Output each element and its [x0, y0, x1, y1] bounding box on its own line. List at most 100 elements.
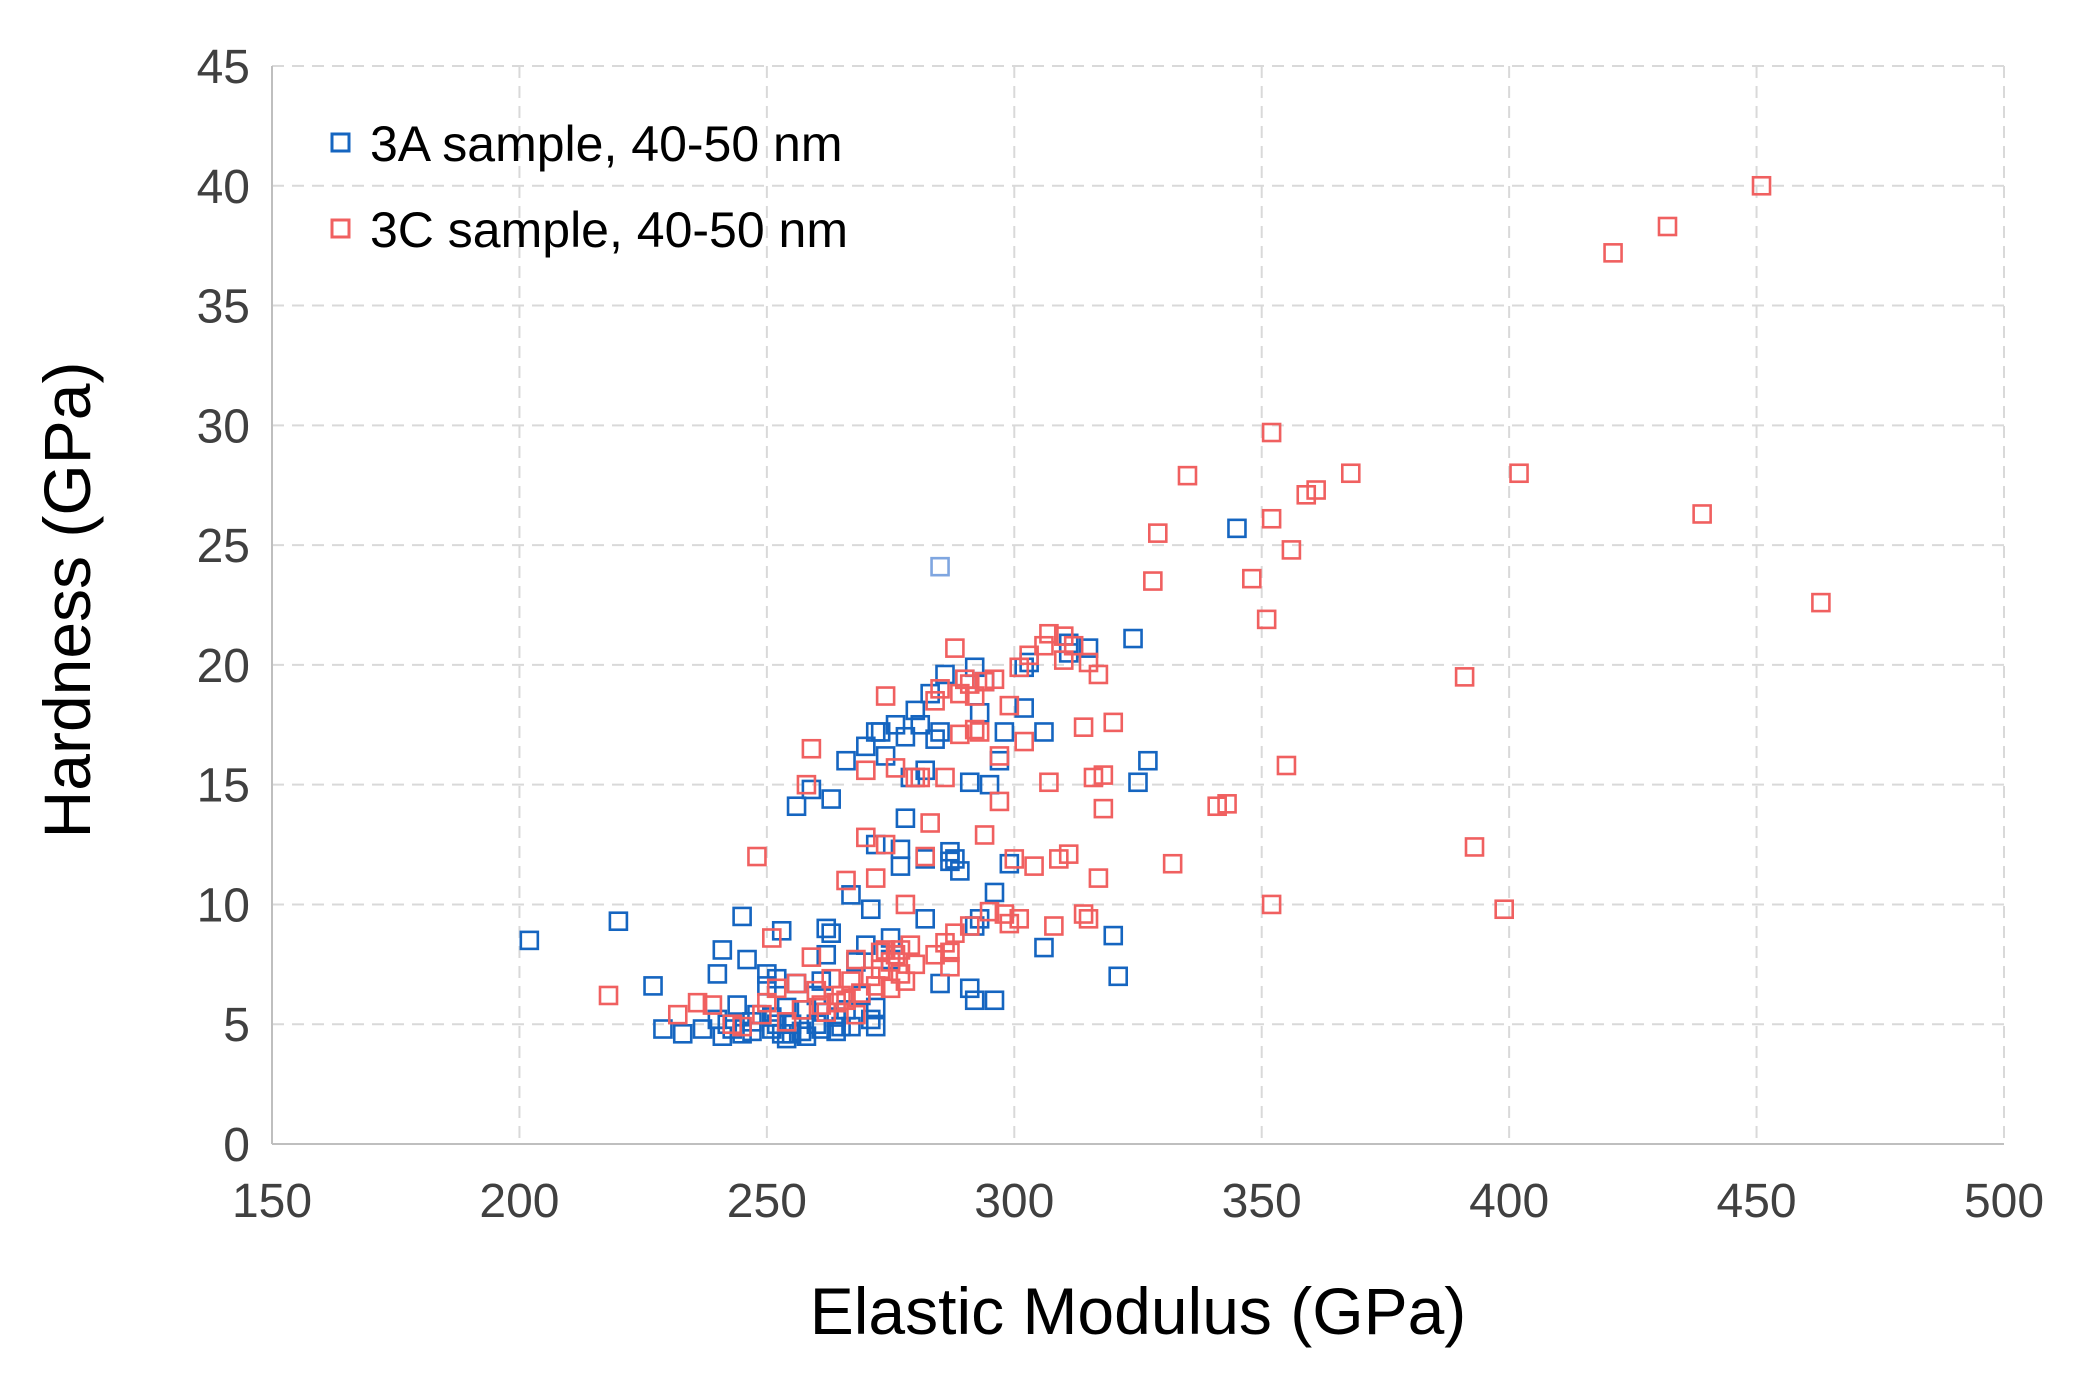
data-point	[930, 556, 950, 577]
data-point	[1108, 966, 1129, 987]
data-point	[1078, 652, 1099, 673]
data-point	[935, 767, 955, 788]
data-point	[846, 1004, 866, 1025]
data-point	[875, 940, 896, 960]
data-point	[950, 724, 970, 745]
data-point	[1014, 731, 1034, 752]
data-point	[757, 992, 777, 1013]
data-point	[687, 992, 708, 1013]
data-point	[1039, 772, 1059, 793]
data-point	[905, 700, 926, 721]
data-point	[974, 825, 995, 845]
data-point	[836, 990, 856, 1011]
x-axis-title: Elastic Modulus (GPa)	[810, 1274, 1467, 1348]
x-tick-label: 450	[1717, 1175, 1797, 1228]
data-point	[930, 973, 950, 994]
y-tick-label: 30	[197, 400, 250, 453]
data-point	[643, 976, 663, 996]
data-point	[1004, 849, 1025, 869]
data-point	[959, 978, 980, 999]
data-point	[920, 813, 940, 833]
data-point	[781, 1024, 802, 1044]
x-tick-label: 300	[974, 1175, 1054, 1228]
data-point	[865, 868, 886, 888]
data-point	[989, 746, 1010, 766]
data-point	[935, 664, 955, 685]
data-point	[1454, 667, 1475, 687]
data-point	[959, 916, 980, 936]
data-point	[979, 901, 1000, 922]
data-point	[979, 774, 1000, 795]
y-tick-label: 40	[197, 161, 250, 214]
data-point	[925, 944, 945, 965]
data-point	[762, 928, 782, 948]
data-point	[925, 691, 945, 711]
data-point	[836, 870, 856, 891]
x-tick-label: 250	[727, 1175, 807, 1228]
data-point	[608, 911, 629, 932]
data-point	[757, 964, 777, 984]
data-point	[856, 760, 876, 781]
x-tick-label: 400	[1469, 1175, 1549, 1228]
data-point	[1103, 712, 1124, 733]
data-point	[915, 846, 936, 867]
data-point	[1034, 937, 1054, 958]
data-point	[1078, 909, 1099, 929]
data-point	[1058, 844, 1079, 864]
legend-label-3a: 3A sample, 40-50 nm	[370, 116, 843, 172]
data-point	[1261, 894, 1282, 915]
y-tick-labels: 0 5 10 15 20 25 30 35 40 45	[197, 41, 250, 1172]
data-point	[954, 669, 975, 690]
data-point	[732, 1016, 752, 1037]
data-point	[940, 956, 960, 977]
legend-label-3c: 3C sample, 40-50 nm	[370, 202, 848, 258]
data-point	[925, 729, 945, 749]
x-tick-label: 500	[1964, 1175, 2044, 1228]
data-point	[1073, 904, 1094, 924]
data-point	[885, 714, 906, 735]
data-point	[910, 767, 931, 788]
data-point	[875, 834, 896, 855]
data-point	[821, 923, 841, 943]
data-point	[653, 1019, 673, 1039]
data-point	[1751, 175, 1772, 196]
data-point	[702, 995, 723, 1015]
data-point	[1123, 628, 1143, 649]
data-point	[672, 1024, 693, 1044]
data-point	[1073, 717, 1094, 737]
data-point	[1093, 798, 1114, 819]
data-point	[984, 882, 1005, 903]
data-point	[1494, 899, 1514, 920]
data-point	[1281, 540, 1302, 560]
data-point	[722, 1014, 743, 1035]
data-point	[791, 1000, 812, 1020]
data-point	[1014, 698, 1034, 718]
data-point	[1276, 755, 1297, 776]
data-point	[865, 997, 886, 1018]
data-point	[1093, 765, 1114, 785]
data-point	[806, 980, 827, 1001]
legend: 3A sample, 40-50 nm 3C sample, 40-50 nm	[330, 116, 848, 258]
legend-marker-3c	[330, 218, 351, 239]
data-point	[786, 796, 807, 817]
data-point	[836, 750, 856, 771]
data-point	[1603, 243, 1623, 263]
x-tick-label: 200	[479, 1175, 559, 1228]
series-1	[598, 175, 1831, 1037]
data-point	[841, 971, 861, 991]
data-point	[1217, 794, 1237, 814]
data-point	[890, 839, 911, 860]
data-point	[964, 686, 985, 706]
data-point	[1242, 568, 1262, 589]
data-point	[920, 683, 940, 704]
data-point	[826, 992, 846, 1013]
data-point	[1063, 635, 1084, 656]
data-point	[959, 674, 980, 694]
data-point	[1009, 657, 1030, 678]
data-point	[940, 942, 960, 963]
y-tick-label: 35	[197, 281, 250, 334]
data-point	[816, 944, 837, 965]
data-point	[707, 964, 728, 984]
